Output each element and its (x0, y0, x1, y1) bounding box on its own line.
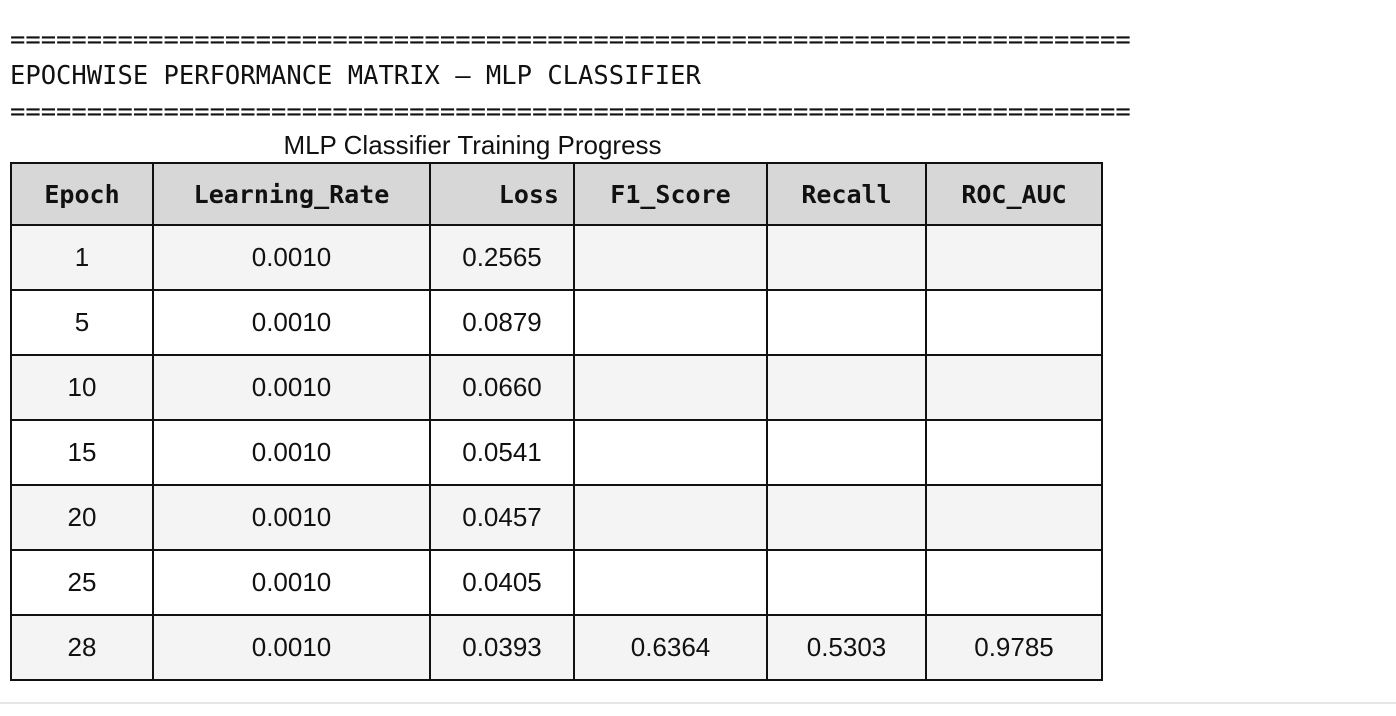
cell-roc-auc (925, 354, 1103, 421)
cell-recall (766, 419, 927, 486)
table-row: 5 0.0010 0.0879 (10, 289, 1103, 356)
cell-f1-score (573, 419, 768, 486)
table-row: 28 0.0010 0.0393 0.6364 0.5303 0.9785 (10, 614, 1103, 681)
table-row: 20 0.0010 0.0457 (10, 484, 1103, 551)
column-header-recall: Recall (766, 162, 927, 226)
cell-recall (766, 224, 927, 291)
cell-epoch: 15 (10, 419, 154, 486)
cell-epoch: 5 (10, 289, 154, 356)
cell-epoch: 28 (10, 614, 154, 681)
rule-bottom: ========================================… (10, 97, 1131, 127)
cell-f1-score (573, 354, 768, 421)
cell-learning-rate: 0.0010 (152, 419, 431, 486)
table-row: 10 0.0010 0.0660 (10, 354, 1103, 421)
output-divider (0, 702, 1396, 704)
cell-learning-rate: 0.0010 (152, 614, 431, 681)
table-row: 1 0.0010 0.2565 (10, 224, 1103, 291)
cell-roc-auc (925, 289, 1103, 356)
table-caption: MLP Classifier Training Progress (283, 130, 662, 160)
cell-loss: 0.0660 (429, 354, 575, 421)
table-head: Epoch Learning_Rate Loss F1_Score Recall… (10, 162, 1103, 226)
cell-epoch: 20 (10, 484, 154, 551)
cell-f1-score (573, 224, 768, 291)
cell-epoch: 25 (10, 549, 154, 616)
column-header-loss: Loss (429, 162, 575, 226)
cell-f1-score (573, 549, 768, 616)
cell-roc-auc (925, 484, 1103, 551)
cell-roc-auc (925, 419, 1103, 486)
cell-loss: 0.2565 (429, 224, 575, 291)
cell-recall (766, 484, 927, 551)
cell-roc-auc (925, 549, 1103, 616)
table-row: 25 0.0010 0.0405 (10, 549, 1103, 616)
cell-learning-rate: 0.0010 (152, 224, 431, 291)
cell-roc-auc (925, 224, 1103, 291)
cell-epoch: 10 (10, 354, 154, 421)
cell-recall (766, 289, 927, 356)
cell-loss: 0.0405 (429, 549, 575, 616)
cell-loss: 0.0879 (429, 289, 575, 356)
cell-f1-score: 0.6364 (573, 614, 768, 681)
rule-top: ========================================… (10, 25, 1131, 55)
column-header-epoch: Epoch (10, 162, 154, 226)
table-header-row: Epoch Learning_Rate Loss F1_Score Recall… (10, 162, 1103, 226)
cell-epoch: 1 (10, 224, 154, 291)
column-header-learning-rate: Learning_Rate (152, 162, 431, 226)
cell-recall: 0.5303 (766, 614, 927, 681)
column-header-f1-score: F1_Score (573, 162, 768, 226)
report-title: EPOCHWISE PERFORMANCE MATRIX — MLP CLASS… (10, 61, 701, 91)
performance-table: Epoch Learning_Rate Loss F1_Score Recall… (10, 162, 1103, 681)
cell-loss: 0.0393 (429, 614, 575, 681)
cell-learning-rate: 0.0010 (152, 484, 431, 551)
cell-loss: 0.0541 (429, 419, 575, 486)
table-row: 15 0.0010 0.0541 (10, 419, 1103, 486)
cell-learning-rate: 0.0010 (152, 289, 431, 356)
cell-learning-rate: 0.0010 (152, 354, 431, 421)
cell-learning-rate: 0.0010 (152, 549, 431, 616)
column-header-roc-auc: ROC_AUC (925, 162, 1103, 226)
cell-loss: 0.0457 (429, 484, 575, 551)
cell-roc-auc: 0.9785 (925, 614, 1103, 681)
cell-recall (766, 549, 927, 616)
cell-f1-score (573, 289, 768, 356)
cell-f1-score (573, 484, 768, 551)
cell-recall (766, 354, 927, 421)
table-body: 1 0.0010 0.2565 5 0.0010 0.0879 10 0.001… (10, 224, 1103, 681)
report-output: ========================================… (10, 22, 1131, 681)
